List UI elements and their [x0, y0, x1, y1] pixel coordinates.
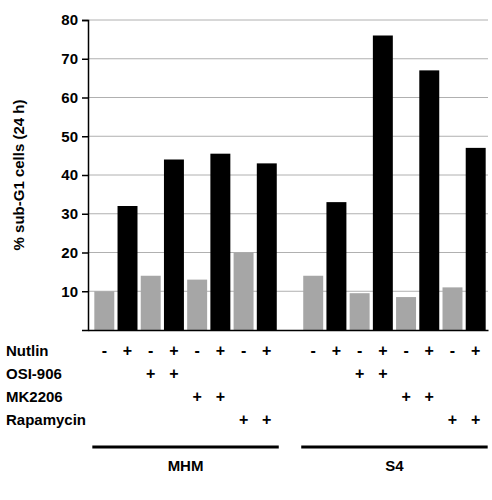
group-bar	[301, 446, 487, 449]
treatment-mark: +	[401, 388, 410, 405]
treatment-mark: +	[216, 388, 225, 405]
treatment-mark: +	[471, 411, 480, 428]
treatment-mark: +	[192, 388, 201, 405]
treatment-mark: +	[239, 411, 248, 428]
y-tick-mark	[82, 20, 88, 22]
x-axis-line	[89, 330, 489, 332]
treatment-mark: -	[403, 342, 408, 359]
y-tick: 10	[61, 283, 88, 300]
y-tick-label: 10	[61, 283, 78, 300]
treatment-mark: +	[355, 365, 364, 382]
bar	[187, 280, 207, 330]
chart: 10 20 30 40 50 60 70 80 % sub-G1 cells (24 h) Nut…	[0, 0, 492, 500]
y-tick-mark	[82, 97, 88, 99]
treatment-table: Nutlin-+-+-+-+-+-+-+-+OSI-906++++MK2206+…	[6, 342, 480, 428]
bar	[443, 287, 463, 330]
treatment-mark: +	[169, 342, 178, 359]
treatment-mark: -	[357, 342, 362, 359]
treatment-mark: -	[450, 342, 455, 359]
y-tick: 80	[61, 11, 88, 28]
group-label: MHM	[168, 457, 204, 474]
bar	[118, 206, 138, 330]
treatment-mark: -	[148, 342, 153, 359]
bar	[326, 202, 346, 330]
bar	[350, 293, 370, 330]
y-tick-mark	[82, 136, 88, 138]
treatment-label: Nutlin	[6, 342, 49, 359]
y-tick-label: 70	[61, 50, 78, 67]
bars	[94, 36, 485, 331]
treatment-label: OSI-906	[6, 365, 62, 382]
treatment-mark: +	[425, 342, 434, 359]
bar	[303, 276, 323, 330]
y-axis: 10 20 30 40 50 60 70 80	[61, 11, 88, 330]
grid-line	[88, 20, 488, 21]
y-tick-label: 50	[61, 128, 78, 145]
bar	[141, 276, 161, 330]
treatment-mark: -	[194, 342, 199, 359]
treatment-mark: -	[311, 342, 316, 359]
bar	[466, 148, 486, 330]
treatment-mark: +	[216, 342, 225, 359]
x-axis	[89, 330, 489, 332]
bar	[419, 70, 439, 330]
groups: MHM S4	[92, 447, 487, 474]
y-tick-mark	[82, 59, 88, 61]
y-tick: 20	[61, 244, 88, 261]
treatment-label: MK2206	[6, 388, 63, 405]
y-tick: 40	[61, 166, 88, 183]
treatment-mark: +	[146, 365, 155, 382]
y-tick-label: 80	[61, 11, 78, 28]
treatment-mark: +	[378, 365, 387, 382]
treatment-mark: -	[241, 342, 246, 359]
y-tick-label: 40	[61, 166, 78, 183]
y-axis-title: % sub-G1 cells (24 h)	[10, 100, 27, 251]
group-bar	[92, 446, 278, 449]
treatment-mark: +	[425, 388, 434, 405]
y-tick-label: 60	[61, 89, 78, 106]
y-tick: 30	[61, 205, 88, 222]
treatment-mark: +	[262, 411, 271, 428]
bar	[94, 291, 114, 330]
grid-line	[88, 58, 488, 59]
treatment-mark: +	[262, 342, 271, 359]
treatment-mark: -	[102, 342, 107, 359]
treatment-mark: +	[123, 342, 132, 359]
y-tick: 50	[61, 128, 88, 145]
bar	[257, 163, 277, 330]
y-tick: 60	[61, 89, 88, 106]
bar	[396, 297, 416, 330]
y-tick-mark	[82, 291, 88, 293]
y-tick-label: 30	[61, 205, 78, 222]
group-label: S4	[385, 457, 404, 474]
treatment-mark: +	[169, 365, 178, 382]
bar	[373, 36, 393, 331]
bar	[210, 154, 230, 330]
y-tick-mark	[82, 175, 88, 177]
y-tick-mark	[82, 214, 88, 216]
treatment-mark: +	[332, 342, 341, 359]
bar	[164, 160, 184, 331]
y-axis-line	[82, 21, 89, 331]
y-tick: 70	[61, 50, 88, 67]
bar	[234, 253, 254, 331]
treatment-mark: +	[471, 342, 480, 359]
treatment-label: Rapamycin	[6, 411, 86, 428]
y-tick-mark	[82, 252, 88, 254]
treatment-mark: +	[448, 411, 457, 428]
y-tick-label: 20	[61, 244, 78, 261]
treatment-mark: +	[378, 342, 387, 359]
